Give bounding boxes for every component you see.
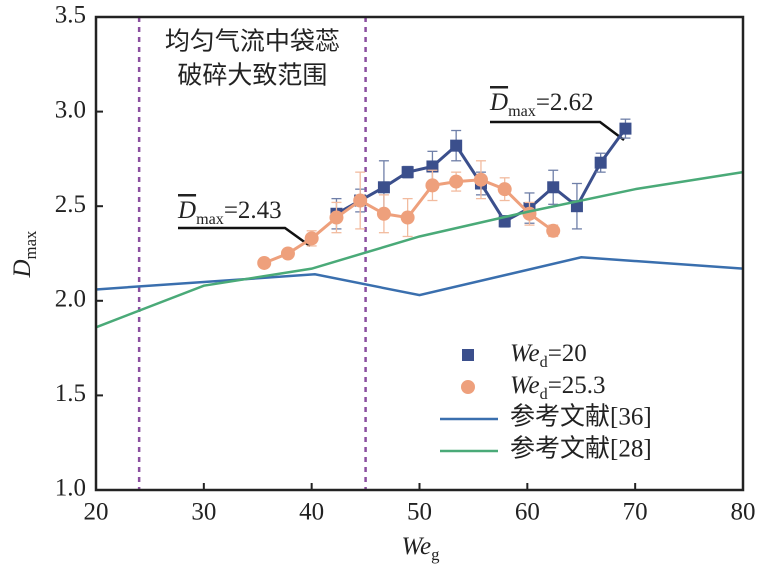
y-tick-label: 2.0 xyxy=(55,286,86,313)
annotation-rest: =2.43 xyxy=(224,197,282,224)
marker xyxy=(377,181,390,194)
legend-label-sub: d xyxy=(540,386,548,403)
x-tick-label: 60 xyxy=(515,499,540,526)
leader-line xyxy=(178,226,311,248)
legend-label-base: We xyxy=(510,372,540,399)
y-tick-label: 1.0 xyxy=(55,475,86,502)
legend-label: Wed=20 xyxy=(510,340,587,371)
marker xyxy=(401,166,414,179)
marker xyxy=(353,193,368,208)
legend-label: 参考文献[36] xyxy=(510,403,652,431)
y-axis-label-sub: max xyxy=(21,230,40,259)
x-tick-label: 80 xyxy=(731,499,756,526)
legend-marker xyxy=(461,380,475,394)
legend-label-rest: =25.3 xyxy=(548,372,606,399)
annotation: Dmax=2.43 xyxy=(177,197,282,228)
legend-label: Wed=25.3 xyxy=(510,372,606,403)
legend-label-base: We xyxy=(510,340,540,367)
annotation-base: D xyxy=(177,197,196,224)
x-axis-label-sub: g xyxy=(431,545,440,564)
y-tick-label: 2.5 xyxy=(55,191,86,218)
legend-label-rest: =20 xyxy=(548,340,587,367)
x-tick-label: 70 xyxy=(623,499,648,526)
y-axis-label: Dmax xyxy=(9,230,40,279)
y-tick-label: 3.5 xyxy=(55,2,86,29)
marker xyxy=(497,182,512,197)
marker xyxy=(426,160,439,173)
x-axis-label-base: We xyxy=(402,533,432,560)
marker xyxy=(257,255,272,270)
x-tick-label: 50 xyxy=(407,499,432,526)
marker xyxy=(425,178,440,193)
marker xyxy=(546,223,561,238)
legend-marker xyxy=(462,349,474,361)
legend-label: 参考文献[28] xyxy=(510,435,652,463)
annotation-base: D xyxy=(489,89,508,116)
marker xyxy=(304,231,319,246)
annotation-rest: =2.62 xyxy=(536,89,594,116)
marker xyxy=(280,246,295,261)
x-tick-label: 20 xyxy=(84,499,109,526)
marker xyxy=(547,181,560,194)
x-axis-label: Weg xyxy=(402,533,441,564)
x-tick-label: 30 xyxy=(191,499,216,526)
marker xyxy=(449,174,464,189)
marker xyxy=(450,139,463,152)
y-axis-label-base: D xyxy=(9,259,36,278)
region-label: 均匀气流中袋蕊 xyxy=(165,28,340,56)
leader-line xyxy=(490,120,625,141)
x-tick-label: 40 xyxy=(299,499,324,526)
annotation-sub: max xyxy=(196,211,224,228)
annotation: Dmax=2.62 xyxy=(489,89,594,120)
y-tick-label: 1.5 xyxy=(55,380,86,407)
marker xyxy=(400,210,415,225)
marker xyxy=(376,206,391,221)
marker xyxy=(619,122,632,135)
y-tick-label: 3.0 xyxy=(55,96,86,123)
annotation-sub: max xyxy=(508,103,536,120)
annotation-leaders xyxy=(178,120,625,248)
series-line xyxy=(95,170,744,329)
marker xyxy=(329,210,344,225)
marker xyxy=(473,172,488,187)
region-label: 破碎大致范围 xyxy=(177,62,327,90)
legend-label-sub: d xyxy=(540,354,548,371)
marker xyxy=(594,156,607,169)
